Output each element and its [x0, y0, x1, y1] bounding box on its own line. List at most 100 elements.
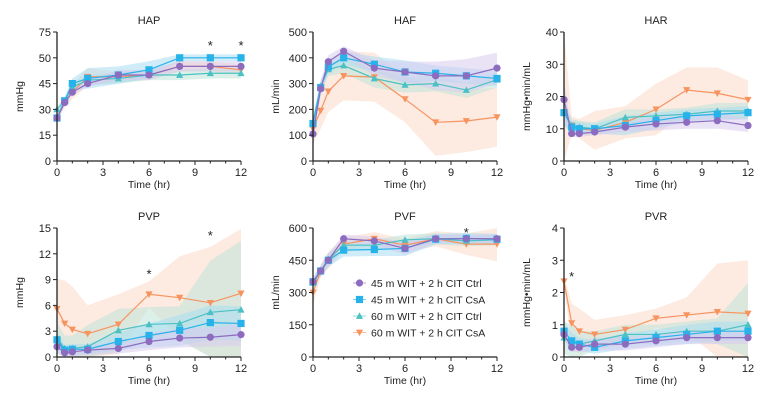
data-point: [568, 123, 576, 131]
data-point: [575, 328, 583, 335]
data-point: [340, 61, 348, 69]
data-point: [652, 120, 660, 128]
data-point: [713, 117, 721, 125]
legend-label: 45 m WIT + 2 h CIT Ctrl: [371, 278, 482, 290]
data-point: [462, 235, 470, 243]
error-band: [313, 232, 497, 287]
data-point: [237, 54, 245, 62]
y-tick-label: 15: [39, 130, 51, 142]
data-point: [145, 320, 153, 328]
error-band: [564, 32, 748, 161]
y-tick-label: 4: [552, 223, 558, 235]
chart-title: HAR: [644, 15, 667, 27]
data-point: [401, 244, 409, 253]
error-band: [313, 57, 497, 128]
data-point: [340, 246, 348, 254]
error-band: [57, 54, 241, 122]
chart-panel-har: 0 10 20 30 40 0 3 6 9 12 HAR Time (hr) mmHg•min/mL: [521, 15, 754, 191]
y-tick-label: 3: [552, 255, 558, 267]
x-axis-label: Time (hr): [635, 179, 677, 191]
x-tick-label: 6: [653, 167, 659, 179]
data-point: [206, 54, 214, 62]
data-point: [317, 85, 325, 93]
data-point: [206, 69, 214, 77]
data-point: [340, 72, 348, 80]
data-point: [744, 321, 752, 328]
y-tick-label: 2: [552, 288, 558, 300]
significance-marker: *: [208, 228, 213, 243]
x-tick-label: 0: [310, 167, 316, 179]
data-point: [114, 337, 122, 346]
legend-label: 45 m WIT + 2 h CIT CsA: [371, 295, 485, 307]
x-axis-label: Time (hr): [128, 179, 170, 191]
y-tick-label: 450: [289, 255, 307, 267]
data-point: [237, 290, 245, 297]
data-point: [206, 319, 214, 327]
chart-panel-pvp: 0 3 6 9 12 15 0 3 6 9 12 PVP Time (hr) mmHg * *: [14, 211, 247, 387]
data-point: [744, 334, 752, 342]
legend-label: 60 m WIT + 2 h CIT CsA: [371, 328, 485, 340]
y-tick-label: 9: [45, 275, 51, 287]
chart-panel-hap: 0 15 30 45 50 75 0 3 6 9 12 HAP Time (hr) mmHg * *: [14, 15, 247, 191]
y-tick-label: 300: [289, 288, 307, 300]
data-point: [176, 71, 184, 78]
data-point: [237, 331, 245, 339]
x-tick-label: 6: [402, 167, 408, 179]
x-axis-label: Time (hr): [635, 375, 677, 387]
data-point: [401, 81, 409, 88]
significance-marker: *: [238, 38, 243, 53]
data-point: [621, 113, 629, 121]
data-point: [370, 64, 378, 72]
data-point: [713, 327, 721, 335]
y-tick-label: 0: [552, 156, 558, 168]
data-point: [493, 235, 501, 243]
y-tick-label: 200: [289, 104, 307, 116]
data-point: [206, 333, 214, 341]
data-point: [432, 235, 440, 243]
legend: 45 m WIT + 2 h CIT Ctrl 45 m WIT + 2 h CI…: [353, 278, 485, 340]
data-point: [237, 319, 245, 328]
chart-panel-haf: 0 100 200 300 400 500 0 3 6 9 12 HAF Time (hr) mL/min: [270, 15, 503, 191]
data-point: [401, 68, 409, 76]
data-point: [61, 98, 69, 107]
legend-item: 60 m WIT + 2 h CIT CsA: [353, 328, 485, 340]
data-point: [145, 331, 153, 340]
y-tick-label: 30: [546, 59, 558, 71]
data-point: [84, 74, 92, 83]
data-point: [744, 121, 752, 130]
x-tick-label: 0: [54, 167, 60, 179]
data-point: [591, 331, 599, 339]
data-point: [401, 236, 409, 243]
error-band: [564, 80, 748, 137]
data-point: [432, 80, 440, 87]
y-tick-label: 0: [45, 156, 51, 168]
x-tick-label: 9: [448, 363, 454, 375]
y-axis-label: mL/min: [270, 275, 282, 310]
data-point: [744, 109, 752, 117]
data-point: [575, 125, 583, 133]
data-point: [324, 256, 332, 264]
chart-title: PVR: [645, 211, 668, 223]
data-point: [591, 128, 599, 136]
y-tick-label: 0: [301, 352, 307, 364]
x-axis-label: Time (hr): [384, 375, 426, 387]
y-tick-label: 12: [39, 249, 51, 261]
legend-marker-square: [355, 295, 364, 304]
data-point: [340, 47, 348, 55]
data-point: [114, 344, 122, 352]
data-point: [683, 312, 691, 319]
y-tick-label: 150: [289, 320, 307, 332]
x-tick-label: 0: [310, 363, 316, 375]
legend-label: 60 m WIT + 2 h CIT Ctrl: [371, 311, 482, 323]
data-point: [176, 334, 184, 342]
error-band: [313, 46, 497, 140]
x-tick-label: 6: [146, 363, 152, 375]
data-point: [206, 299, 214, 307]
data-point: [84, 80, 92, 88]
legend-item: 45 m WIT + 2 h CIT CsA: [353, 295, 485, 307]
data-point: [713, 110, 721, 118]
x-tick-label: 0: [54, 363, 60, 375]
